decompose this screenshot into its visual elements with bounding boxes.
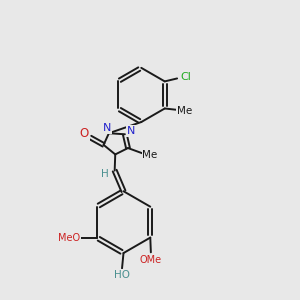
- Text: MeO: MeO: [58, 232, 80, 243]
- Text: Cl: Cl: [180, 72, 191, 82]
- Text: N: N: [127, 126, 136, 136]
- Text: N: N: [103, 123, 112, 133]
- Text: Me: Me: [177, 106, 192, 116]
- Text: O: O: [80, 127, 89, 140]
- Text: H: H: [101, 169, 109, 178]
- Text: Me: Me: [142, 150, 158, 161]
- Text: OMe: OMe: [140, 255, 162, 265]
- Text: HO: HO: [114, 270, 130, 280]
